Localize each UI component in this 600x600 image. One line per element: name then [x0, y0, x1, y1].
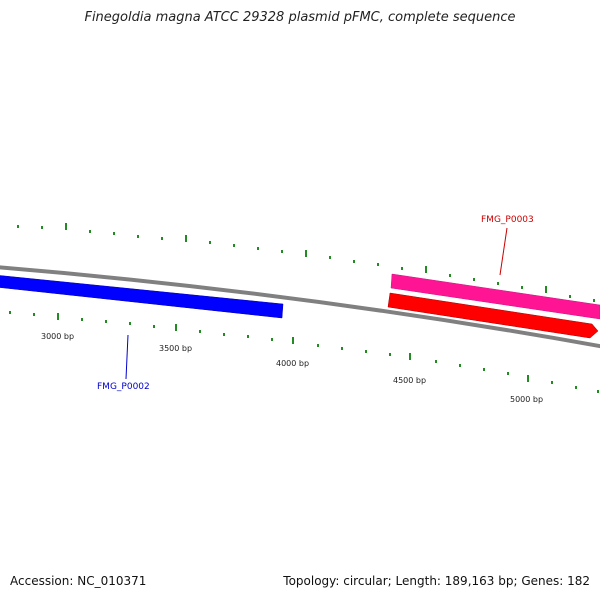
scale-label-3000: 3000 bp: [41, 332, 74, 341]
scale-label-5000: 5000 bp: [510, 395, 543, 404]
gene-fmg-p0002-label[interactable]: FMG_P0002: [97, 382, 150, 392]
gene-fmg-p0003-label[interactable]: FMG_P0003: [481, 215, 534, 225]
map-title: Finegoldia magna ATCC 29328 plasmid pFMC…: [84, 10, 516, 25]
gene-fmg-p0003[interactable]: [390, 273, 600, 320]
gene-fmg-p0002[interactable]: [0, 275, 284, 319]
accession-label: Accession: NC_010371: [10, 574, 147, 588]
gene-fmg-p0003-leader: [499, 227, 508, 276]
outer-ticks: [17, 223, 595, 302]
backbone-line: [0, 265, 600, 349]
inner-ticks: [9, 311, 599, 393]
gene-reverse-red[interactable]: [387, 292, 599, 339]
scale-label-4500: 4500 bp: [393, 376, 426, 385]
scale-label-3500: 3500 bp: [159, 344, 192, 353]
gene-fmg-p0002-leader: [125, 334, 129, 380]
topology-summary: Topology: circular; Length: 189,163 bp; …: [283, 574, 590, 588]
scale-label-4000: 4000 bp: [276, 359, 309, 368]
